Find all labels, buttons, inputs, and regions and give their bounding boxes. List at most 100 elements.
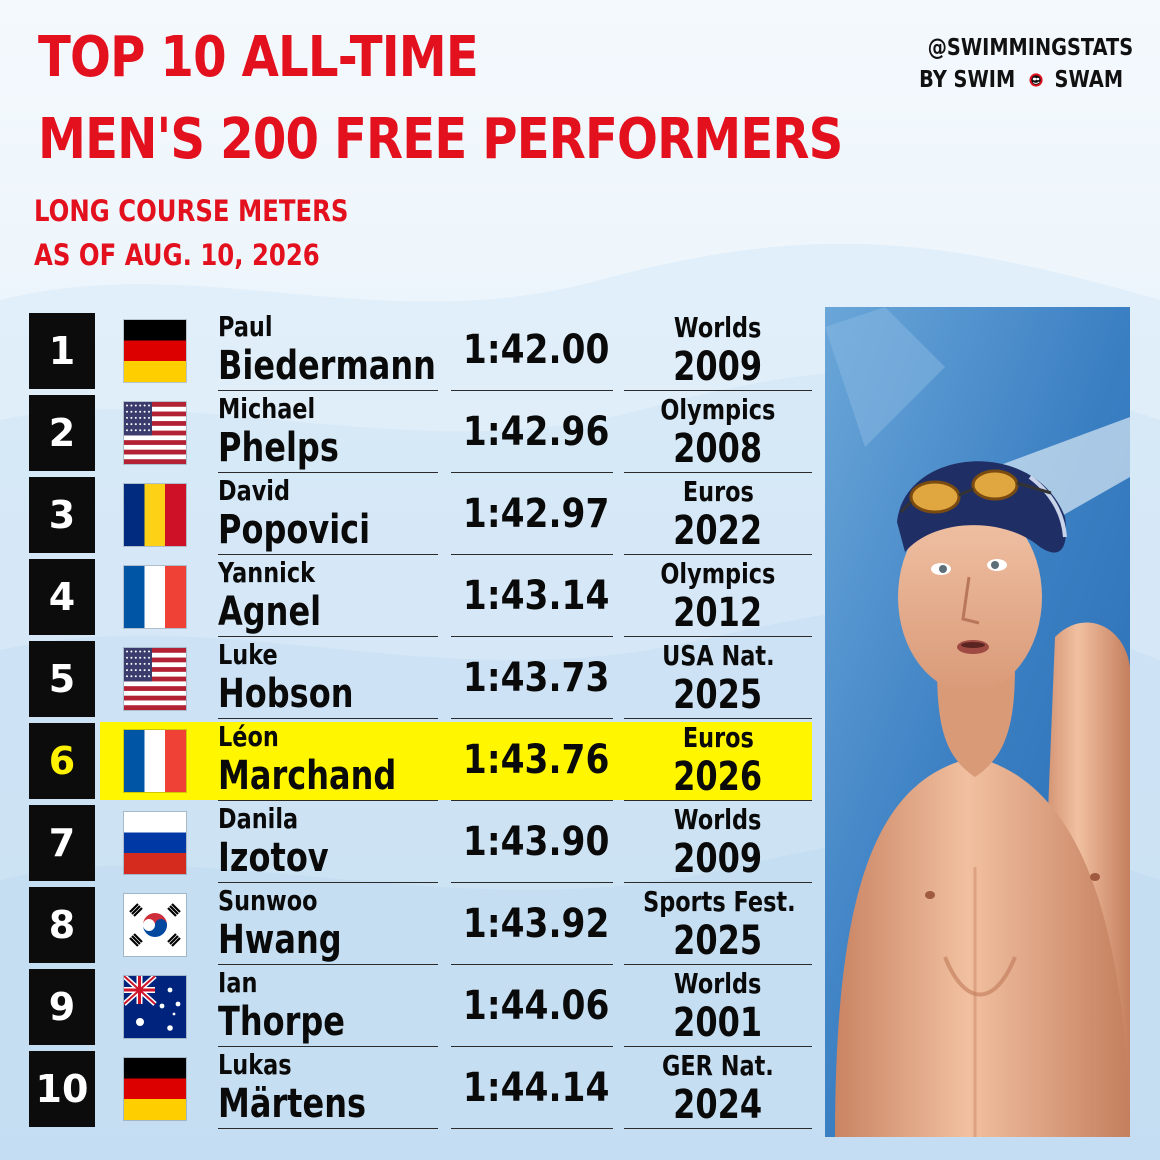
last-name: Marchand	[218, 753, 397, 799]
swim-time-value: 1:44.14	[462, 1065, 610, 1111]
meet-year: 2022	[624, 510, 812, 552]
meet-year-label: 2009	[673, 344, 763, 390]
divider	[218, 1128, 438, 1129]
meet-event: GER Nat.	[624, 1048, 812, 1084]
divider	[218, 636, 438, 637]
meet-event: Olympics	[624, 556, 812, 592]
swim-time-value: 1:42.96	[462, 409, 610, 455]
last-name: Märtens	[218, 1081, 367, 1127]
meet-event-label: Worlds	[674, 967, 762, 1000]
swim-time-value: 1:42.97	[462, 491, 610, 537]
divider	[451, 1128, 613, 1129]
brand-by-swim: BY SWIM	[919, 67, 1016, 93]
divider	[624, 882, 812, 883]
meet-event: Worlds	[624, 310, 812, 346]
rank-badge: 9	[29, 969, 95, 1045]
meet-year: 2009	[624, 346, 812, 388]
meet-event: Euros	[624, 474, 812, 510]
swimmer-name: Léon Marchand	[218, 720, 438, 800]
divider	[451, 636, 613, 637]
swim-time-value: 1:43.14	[462, 573, 610, 619]
flag-south-korea-icon	[124, 894, 186, 956]
meet-info: Olympics 2012	[624, 556, 812, 636]
last-name: Phelps	[218, 425, 339, 471]
meet-info: GER Nat. 2024	[624, 1048, 812, 1128]
divider	[218, 964, 438, 965]
meet-event: Sports Fest.	[624, 884, 812, 920]
first-name: Ian	[218, 966, 258, 999]
last-name: Popovici	[218, 507, 371, 553]
brand-swam: SWAM	[1054, 67, 1124, 93]
swimmer-name: Paul Biedermann	[218, 310, 438, 390]
meet-event-label: Worlds	[674, 803, 762, 836]
subtitle-course: LONG COURSE METERS	[34, 194, 349, 228]
divider	[218, 390, 438, 391]
meet-info: Sports Fest. 2025	[624, 884, 812, 964]
swimmer-name: Lukas Märtens	[218, 1048, 438, 1128]
swim-time: 1:44.06	[451, 966, 613, 1046]
swimmer-name: David Popovici	[218, 474, 438, 554]
divider	[218, 1046, 438, 1047]
meet-year: 2026	[624, 756, 812, 798]
meet-event-label: Olympics	[660, 557, 776, 590]
first-name: Lukas	[218, 1048, 292, 1081]
swim-time-value: 1:44.06	[462, 983, 610, 1029]
table-row: 8 Sunwoo Hwang 1:43.92 Sports Fest. 2025	[27, 884, 817, 966]
meet-year: 2025	[624, 920, 812, 962]
brand-block: @SWIMMINGSTATS BY SWIM SWAM	[910, 32, 1134, 96]
flag-france-icon	[124, 730, 186, 792]
meet-info: Worlds 2001	[624, 966, 812, 1046]
page-title-line-1: TOP 10 ALL-TIME	[38, 25, 479, 90]
meet-info: Euros 2026	[624, 720, 812, 800]
divider	[451, 554, 613, 555]
meet-year: 2012	[624, 592, 812, 634]
flag-usa-icon	[124, 648, 186, 710]
meet-event: USA Nat.	[624, 638, 812, 674]
meet-event: Worlds	[624, 802, 812, 838]
brand-handle: @SWIMMINGSTATS	[927, 35, 1134, 61]
table-row: 1 Paul Biedermann 1:42.00 Worlds 2009	[27, 310, 817, 392]
rank-badge: 6	[29, 723, 95, 799]
swim-time: 1:43.76	[451, 720, 613, 800]
swimmer-name: Ian Thorpe	[218, 966, 438, 1046]
flag-germany-icon	[124, 320, 186, 382]
meet-info: Worlds 2009	[624, 310, 812, 390]
rank-badge: 1	[29, 313, 95, 389]
last-name: Biedermann	[218, 343, 436, 389]
meet-info: Olympics 2008	[624, 392, 812, 472]
meet-event-label: Worlds	[674, 311, 762, 344]
table-row: 6 Léon Marchand 1:43.76 Euros 2026	[27, 720, 817, 802]
meet-year: 2024	[624, 1084, 812, 1126]
rank-badge: 2	[29, 395, 95, 471]
meet-year: 2008	[624, 428, 812, 470]
swimmer-name: Luke Hobson	[218, 638, 438, 718]
swimmer-name: Michael Phelps	[218, 392, 438, 472]
rank-badge: 7	[29, 805, 95, 881]
divider	[218, 718, 438, 719]
table-row: 3 David Popovici 1:42.97 Euros 2022	[27, 474, 817, 556]
divider	[218, 800, 438, 801]
flag-germany-icon	[124, 1058, 186, 1120]
swim-time: 1:43.92	[451, 884, 613, 964]
swim-time: 1:42.00	[451, 310, 613, 390]
flag-australia-icon	[124, 976, 186, 1038]
divider	[624, 554, 812, 555]
meet-event-label: Olympics	[660, 393, 776, 426]
rank-badge: 8	[29, 887, 95, 963]
meet-year-label: 2025	[673, 918, 763, 964]
brand-byline: BY SWIM SWAM	[910, 64, 1130, 96]
divider	[218, 554, 438, 555]
swim-time: 1:42.96	[451, 392, 613, 472]
meet-year-label: 2025	[673, 672, 763, 718]
divider	[451, 718, 613, 719]
divider	[624, 1128, 812, 1129]
table-row: 5 Luke Hobson 1:43.73 USA Nat. 2025	[27, 638, 817, 720]
rank-badge: 5	[29, 641, 95, 717]
divider	[624, 390, 812, 391]
meet-year: 2001	[624, 1002, 812, 1044]
first-name: Michael	[218, 392, 316, 425]
divider	[624, 1046, 812, 1047]
swimmer-name: Danila Izotov	[218, 802, 438, 882]
divider	[451, 964, 613, 965]
